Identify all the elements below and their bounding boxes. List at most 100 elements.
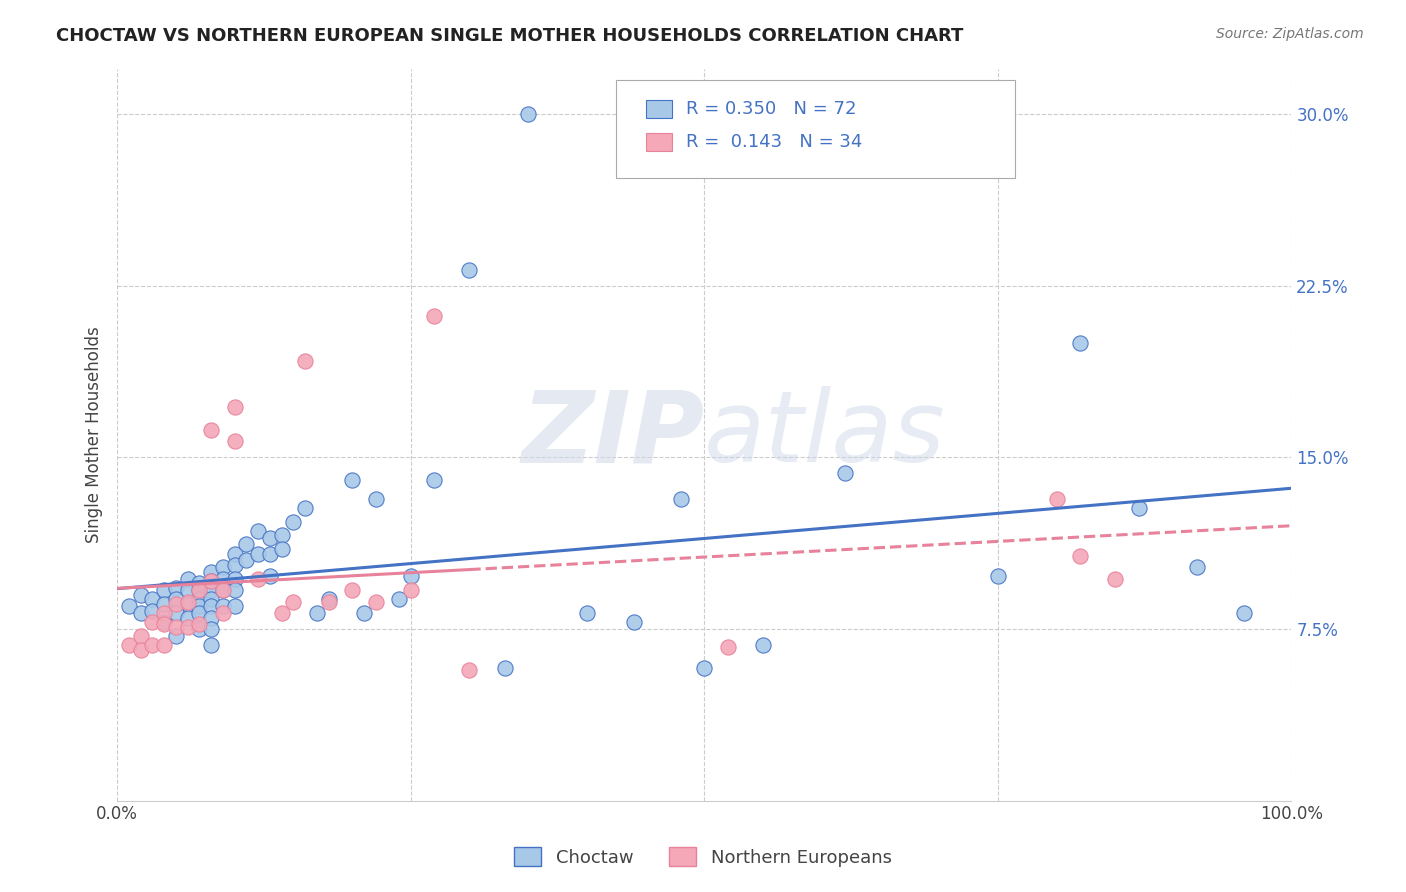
Point	[188, 583, 211, 598]
Point	[129, 629, 152, 643]
Point	[176, 583, 198, 598]
Point	[423, 473, 446, 487]
Point	[212, 583, 235, 598]
Point	[141, 615, 163, 629]
Point	[165, 592, 187, 607]
Text: ZIP: ZIP	[522, 386, 704, 483]
Point	[153, 615, 176, 629]
Point	[283, 515, 305, 529]
Point	[1104, 572, 1126, 586]
Point	[200, 610, 222, 624]
Text: R =  0.143   N = 34: R = 0.143 N = 34	[686, 133, 862, 151]
Point	[575, 606, 598, 620]
Point	[224, 599, 246, 614]
Point	[318, 594, 340, 608]
Point	[364, 594, 387, 608]
Point	[458, 663, 481, 677]
Point	[752, 638, 775, 652]
Point	[200, 574, 222, 588]
Point	[247, 572, 270, 586]
Point	[212, 572, 235, 586]
Point	[305, 606, 328, 620]
Point	[129, 588, 152, 602]
FancyBboxPatch shape	[645, 133, 672, 151]
Point	[188, 599, 211, 614]
Point	[165, 581, 187, 595]
Point	[1128, 500, 1150, 515]
Point	[188, 576, 211, 591]
Point	[388, 592, 411, 607]
Point	[1069, 549, 1091, 563]
Point	[259, 569, 281, 583]
Point	[153, 617, 176, 632]
Point	[129, 642, 152, 657]
Point	[1187, 560, 1209, 574]
Point	[294, 500, 316, 515]
Point	[188, 617, 211, 632]
Point	[141, 638, 163, 652]
Point	[212, 560, 235, 574]
Point	[693, 661, 716, 675]
Point	[141, 604, 163, 618]
Point	[176, 572, 198, 586]
Point	[517, 107, 540, 121]
Point	[247, 547, 270, 561]
Point	[153, 606, 176, 620]
Point	[669, 491, 692, 506]
Point	[494, 661, 516, 675]
Point	[212, 599, 235, 614]
Point	[200, 565, 222, 579]
Text: R = 0.350   N = 72: R = 0.350 N = 72	[686, 100, 856, 118]
Point	[224, 558, 246, 572]
Point	[200, 592, 222, 607]
Point	[200, 599, 222, 614]
Point	[141, 592, 163, 607]
Point	[165, 606, 187, 620]
Point	[224, 547, 246, 561]
Point	[353, 606, 375, 620]
Point	[235, 553, 257, 567]
Point	[318, 592, 340, 607]
Point	[200, 583, 222, 598]
Point	[987, 569, 1010, 583]
Text: CHOCTAW VS NORTHERN EUROPEAN SINGLE MOTHER HOUSEHOLDS CORRELATION CHART: CHOCTAW VS NORTHERN EUROPEAN SINGLE MOTH…	[56, 27, 963, 45]
Point	[399, 583, 422, 598]
Point	[340, 583, 363, 598]
Point	[247, 524, 270, 538]
Point	[200, 423, 222, 437]
Point	[270, 541, 292, 556]
Point	[153, 583, 176, 598]
Point	[165, 620, 187, 634]
Point	[118, 638, 141, 652]
Point	[200, 638, 222, 652]
Legend: Choctaw, Northern Europeans: Choctaw, Northern Europeans	[508, 840, 898, 874]
Point	[224, 434, 246, 449]
Point	[188, 606, 211, 620]
Point	[364, 491, 387, 506]
Text: Source: ZipAtlas.com: Source: ZipAtlas.com	[1216, 27, 1364, 41]
Point	[270, 606, 292, 620]
Point	[118, 599, 141, 614]
Point	[188, 592, 211, 607]
Point	[212, 583, 235, 598]
Text: atlas: atlas	[704, 386, 946, 483]
Point	[235, 537, 257, 551]
Point	[165, 629, 187, 643]
Point	[1069, 336, 1091, 351]
Point	[176, 620, 198, 634]
Point	[188, 622, 211, 636]
Point	[270, 528, 292, 542]
Point	[259, 531, 281, 545]
Point	[176, 594, 198, 608]
Point	[623, 615, 645, 629]
Point	[129, 606, 152, 620]
Point	[1233, 606, 1256, 620]
Point	[399, 569, 422, 583]
Point	[176, 610, 198, 624]
Y-axis label: Single Mother Households: Single Mother Households	[86, 326, 103, 543]
Point	[717, 640, 740, 655]
Point	[458, 263, 481, 277]
Point	[224, 583, 246, 598]
Point	[294, 354, 316, 368]
Point	[283, 594, 305, 608]
